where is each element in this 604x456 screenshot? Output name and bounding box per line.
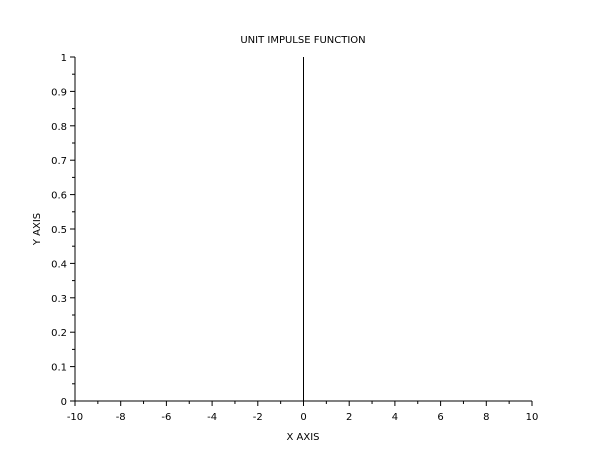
y-tick-label: 0 — [61, 397, 67, 408]
y-tick-label: 0.7 — [51, 156, 67, 167]
y-tick-label: 0.1 — [51, 363, 67, 374]
x-tick-label: -8 — [116, 412, 126, 423]
x-tick-label: -4 — [207, 412, 217, 423]
y-tick-label: 0.4 — [51, 259, 67, 270]
y-ticks: 0 0.1 0.2 0.3 0.4 0.5 0.6 0.7 0.8 0.9 1 — [51, 53, 75, 408]
x-tick-label: 0 — [300, 412, 306, 423]
y-tick-label: 0.6 — [51, 191, 67, 202]
x-tick-label: 8 — [483, 412, 489, 423]
x-tick-label: 10 — [526, 412, 539, 423]
x-tick-label: -10 — [67, 412, 83, 423]
y-tick-label: 0.9 — [51, 87, 67, 98]
x-tick-label: -6 — [161, 412, 171, 423]
y-tick-label: 0.8 — [51, 122, 67, 133]
y-tick-label: 0.3 — [51, 294, 67, 305]
x-tick-label: 6 — [437, 412, 443, 423]
x-tick-label: 2 — [346, 412, 352, 423]
x-ticks: -10 -8 -6 -4 -2 0 2 4 6 8 10 — [67, 401, 539, 423]
y-axis-label: Y AXIS — [32, 213, 43, 246]
y-tick-label: 0.5 — [51, 225, 67, 236]
chart-title: UNIT IMPULSE FUNCTION — [240, 35, 365, 46]
y-tick-label: 1 — [61, 53, 67, 64]
x-tick-label: -2 — [253, 412, 263, 423]
x-axis-label: X AXIS — [286, 432, 319, 443]
y-tick-label: 0.2 — [51, 328, 67, 339]
x-tick-label: 4 — [392, 412, 398, 423]
